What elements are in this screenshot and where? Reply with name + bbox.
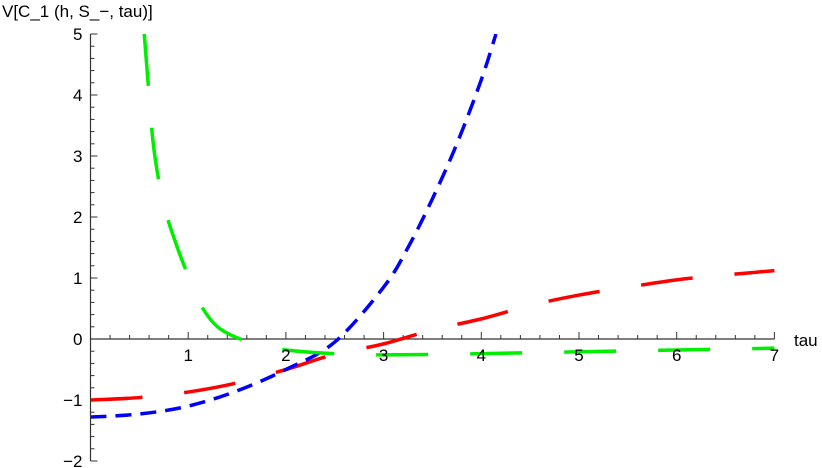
x-tick-label: 7 <box>770 346 779 365</box>
y-tick-label: −1 <box>63 391 82 410</box>
y-tick-label: −2 <box>63 452 82 468</box>
y-tick-label: 4 <box>73 86 82 105</box>
y-tick-label: 5 <box>73 25 82 44</box>
series-line-0 <box>91 268 775 402</box>
y-tick-label: 3 <box>73 147 82 166</box>
x-tick-label: 5 <box>574 346 583 365</box>
x-tick-label: 4 <box>477 346 486 365</box>
y-tick-label: 1 <box>73 269 82 288</box>
x-tick-label: 3 <box>379 346 388 365</box>
series-line-2 <box>142 34 775 357</box>
x-tick-label: 6 <box>672 346 681 365</box>
x-axis-label: tau <box>794 331 818 350</box>
y-tick-label: 0 <box>73 330 82 349</box>
y-tick-label: 2 <box>73 208 82 227</box>
y-axis-label: V[C_1 (h, S_−, tau)] <box>2 2 153 21</box>
x-tick-label: 1 <box>183 346 192 365</box>
series-line-1 <box>91 34 498 419</box>
x-tick-label: 2 <box>281 346 290 365</box>
